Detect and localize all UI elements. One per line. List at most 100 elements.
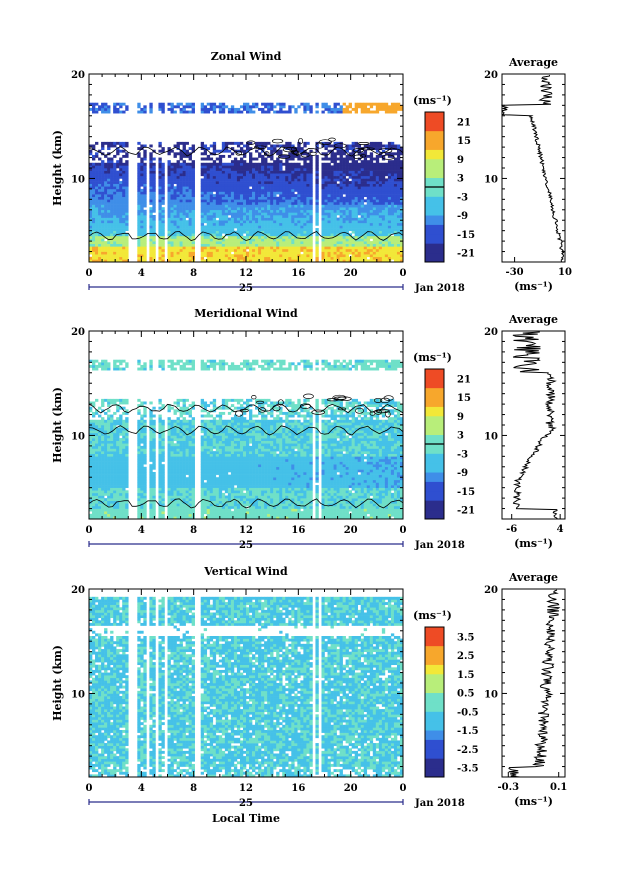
heatmap-cell xyxy=(242,194,247,198)
heatmap-cell xyxy=(270,217,274,221)
heatmap-cell xyxy=(176,175,180,179)
heatmap-cell xyxy=(89,477,93,481)
heatmap-cell xyxy=(396,233,401,237)
heatmap-cell xyxy=(125,199,129,203)
heatmap-cell xyxy=(143,191,147,195)
heatmap-cell xyxy=(113,212,117,216)
heatmap-cell xyxy=(369,217,374,221)
heatmap-cell xyxy=(230,168,235,171)
heatmap-cell xyxy=(215,204,220,208)
heatmap-cell xyxy=(116,466,120,470)
heatmap-cell xyxy=(113,469,117,473)
heatmap-cell xyxy=(258,209,262,213)
heatmap-cell xyxy=(255,220,259,224)
heatmap-cell xyxy=(215,230,220,234)
heatmap-cell xyxy=(233,235,238,239)
heatmap-cell xyxy=(393,241,398,245)
heatmap-cell xyxy=(399,225,404,229)
heatmap-cell xyxy=(179,110,183,114)
heatmap-cell xyxy=(122,469,126,473)
heatmap-cell xyxy=(116,204,120,208)
heatmap-cell xyxy=(104,430,108,434)
heatmap-cell xyxy=(330,191,334,195)
heatmap-cell xyxy=(239,228,244,231)
heatmap-cell xyxy=(297,183,301,187)
heatmap-cell xyxy=(279,162,283,166)
heatmap-cell xyxy=(285,170,289,174)
heatmap-cell xyxy=(363,222,368,226)
heatmap-cell xyxy=(252,157,256,161)
heatmap-cell xyxy=(179,199,183,203)
heatmap-cell xyxy=(140,168,144,171)
heatmap-cell xyxy=(236,107,241,111)
heatmap-cell xyxy=(227,254,232,258)
heatmap-cell xyxy=(110,511,114,515)
heatmap-cell xyxy=(306,199,310,203)
heatmap-cell xyxy=(261,107,265,111)
heatmap-cell xyxy=(227,191,232,195)
heatmap-cell xyxy=(137,188,141,192)
heatmap-cell xyxy=(273,207,277,211)
heatmap-cell xyxy=(333,199,337,203)
heatmap-cell xyxy=(152,225,156,229)
heatmap-cell xyxy=(387,241,392,245)
heatmap-cell xyxy=(110,435,114,439)
heatmap-cell xyxy=(297,220,301,224)
heatmap-cell xyxy=(110,427,114,431)
heatmap-cell xyxy=(125,490,129,494)
heatmap-cell xyxy=(143,144,147,148)
heatmap-cell xyxy=(203,107,208,111)
heatmap-cell xyxy=(191,220,195,224)
heatmap-cell xyxy=(264,230,268,234)
heatmap-cell xyxy=(104,181,108,184)
heatmap-cell xyxy=(227,220,232,224)
heatmap-cell xyxy=(125,222,129,226)
heatmap-cell xyxy=(324,256,328,260)
heatmap-cell xyxy=(336,141,340,145)
heatmap-cell xyxy=(333,183,337,187)
heatmap-cell xyxy=(345,248,349,252)
heatmap-cell xyxy=(161,209,165,213)
heatmap-cell xyxy=(291,154,295,158)
heatmap-cell xyxy=(140,196,144,200)
heatmap-cell xyxy=(351,162,355,166)
heatmap-cell xyxy=(122,170,126,174)
heatmap-cell xyxy=(357,222,362,226)
heatmap-cell xyxy=(206,228,211,231)
heatmap-cell xyxy=(393,168,398,171)
heatmap-cell xyxy=(185,254,189,258)
heatmap-cell xyxy=(191,183,195,187)
heatmap-cell xyxy=(113,241,117,245)
heatmap-cell xyxy=(206,191,211,195)
heatmap-cell xyxy=(167,194,171,198)
heatmap-cell xyxy=(116,201,120,205)
heatmap-cell xyxy=(188,188,192,192)
heatmap-cell xyxy=(182,259,186,263)
heatmap-cell xyxy=(98,414,102,418)
heatmap-cell xyxy=(107,144,111,148)
contour-blob xyxy=(292,150,300,156)
heatmap-cell xyxy=(239,178,244,182)
heatmap-cell xyxy=(390,181,395,184)
heatmap-cell xyxy=(125,178,129,182)
heatmap-cell xyxy=(185,170,189,174)
heatmap-cell xyxy=(101,235,105,239)
heatmap-cell xyxy=(285,188,289,192)
heatmap-cell xyxy=(270,149,274,153)
heatmap-cell xyxy=(191,243,195,247)
heatmap-cell xyxy=(200,141,205,145)
heatmap-cell xyxy=(161,175,165,179)
heatmap-cell xyxy=(227,141,232,145)
heatmap-cell xyxy=(185,141,189,145)
heatmap-cell xyxy=(264,170,268,174)
heatmap-cell xyxy=(104,367,108,371)
heatmap-cell xyxy=(258,204,262,208)
heatmap-cell xyxy=(360,160,365,164)
heatmap-cell xyxy=(173,154,177,158)
heatmap-cell xyxy=(119,217,123,221)
heatmap-cell xyxy=(345,144,349,148)
heatmap-cell xyxy=(140,175,144,179)
heatmap-cell xyxy=(294,107,298,111)
heatmap-cell xyxy=(95,141,99,145)
heatmap-cell xyxy=(212,233,217,237)
